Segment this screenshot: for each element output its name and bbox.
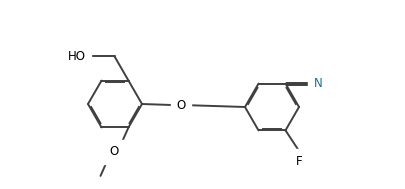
Text: N: N	[313, 77, 322, 90]
Text: O: O	[110, 145, 119, 158]
Text: HO: HO	[68, 50, 85, 63]
Text: O: O	[177, 99, 186, 112]
Text: F: F	[296, 155, 303, 168]
